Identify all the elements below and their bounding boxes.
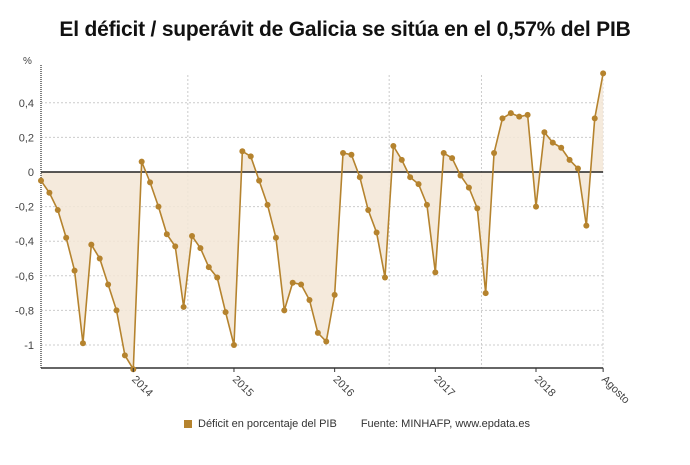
data-point <box>516 113 523 120</box>
data-point <box>298 281 305 288</box>
data-point <box>46 189 53 196</box>
data-point <box>373 229 380 236</box>
data-point <box>214 274 221 281</box>
data-point <box>247 153 254 160</box>
data-point <box>407 174 414 181</box>
data-point <box>465 184 472 191</box>
y-tick-label: -0,8 <box>15 305 34 317</box>
data-point <box>96 255 103 262</box>
y-tick-label: 0 <box>28 167 34 179</box>
x-tick-label: 2015 <box>230 374 256 400</box>
data-point <box>222 309 229 316</box>
y-tick-label: 0,2 <box>19 132 34 144</box>
data-point <box>172 243 179 250</box>
data-point <box>331 291 338 298</box>
y-tick-label: -0,4 <box>15 236 34 248</box>
data-point <box>155 203 162 210</box>
data-point <box>457 172 464 179</box>
data-point <box>281 307 288 314</box>
data-point <box>180 303 187 310</box>
data-point <box>272 234 279 241</box>
data-point <box>600 70 607 77</box>
data-point <box>440 149 447 156</box>
data-point <box>541 129 548 136</box>
data-point <box>54 207 61 214</box>
data-point <box>205 264 212 271</box>
data-point <box>381 274 388 281</box>
data-point <box>574 165 581 172</box>
area-fill <box>41 73 604 370</box>
data-point <box>71 267 78 274</box>
y-tick-label: -0,2 <box>15 202 34 214</box>
data-point <box>449 155 456 162</box>
data-point <box>398 156 405 163</box>
data-point <box>482 290 489 297</box>
legend-swatch-icon <box>184 420 192 428</box>
data-point <box>256 177 263 184</box>
data-point <box>79 340 86 347</box>
data-point <box>163 231 170 238</box>
x-tick-label: Agosto <box>599 374 632 407</box>
data-point <box>415 181 422 188</box>
data-point <box>533 203 540 210</box>
data-point <box>38 177 44 184</box>
data-point <box>549 139 556 146</box>
data-point <box>566 156 573 163</box>
data-point <box>524 111 531 118</box>
data-point <box>197 245 204 252</box>
y-tick-label: 0,4 <box>19 98 34 110</box>
x-tick-label: 2018 <box>532 374 558 400</box>
data-point <box>356 174 363 181</box>
data-point <box>423 201 430 208</box>
x-tick-label: 2014 <box>129 374 155 400</box>
x-tick-label: 2017 <box>431 374 457 400</box>
data-point <box>113 307 120 314</box>
data-point <box>390 143 397 150</box>
data-point <box>583 222 590 229</box>
data-point <box>289 279 296 286</box>
y-axis-unit-label: % <box>23 56 32 67</box>
x-tick-label: 2016 <box>331 374 357 400</box>
data-point <box>365 207 372 214</box>
data-point <box>138 158 145 165</box>
data-point <box>239 148 246 155</box>
data-point <box>314 329 321 336</box>
data-point <box>63 234 70 241</box>
data-point <box>230 342 237 348</box>
data-point <box>491 149 498 156</box>
chart-title: El déficit / superávit de Galicia se sit… <box>59 18 631 41</box>
data-point <box>264 201 271 208</box>
y-tick-label: -1 <box>24 340 34 352</box>
data-point <box>348 151 355 158</box>
data-point <box>306 297 313 304</box>
data-point <box>558 144 565 151</box>
y-tick-label: -0,6 <box>15 271 34 283</box>
data-point <box>121 352 128 359</box>
data-point <box>591 115 598 122</box>
data-point <box>189 233 196 240</box>
data-point <box>340 149 347 156</box>
data-point <box>499 115 506 122</box>
data-point <box>432 269 439 276</box>
chart-legend: Déficit en porcentaje del PIB Fuente: MI… <box>184 418 530 430</box>
data-point <box>105 281 112 288</box>
data-point <box>323 338 330 345</box>
data-point <box>88 241 95 248</box>
source-label: Fuente: MINHAFP, www.epdata.es <box>360 418 530 430</box>
data-point <box>474 205 481 212</box>
data-point <box>147 179 154 186</box>
legend-series-label: Déficit en porcentaje del PIB <box>198 418 337 430</box>
data-point <box>507 110 514 117</box>
